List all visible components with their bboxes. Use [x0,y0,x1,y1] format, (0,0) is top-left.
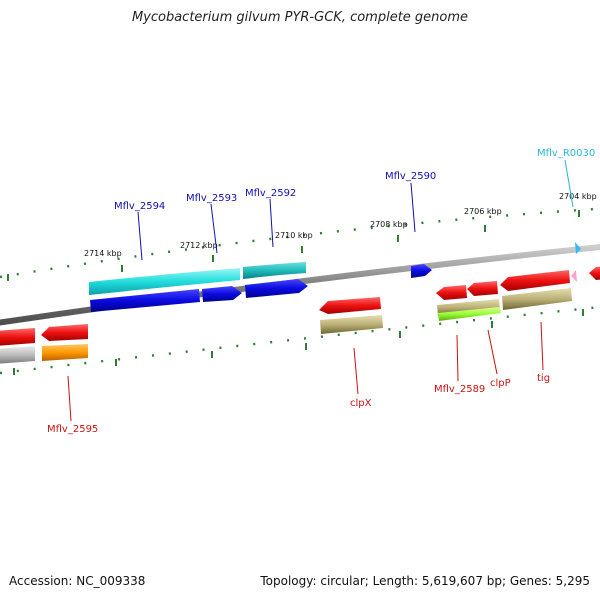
cog-arrow[interactable] [438,307,501,321]
gene-label[interactable]: Mflv_2590 [385,171,436,182]
cog-ring-forward [89,262,306,295]
cog-arrow[interactable] [243,262,306,279]
cog-arrow[interactable] [42,344,88,361]
gene-label[interactable]: clpX [350,398,372,409]
cog-ring-reverse [0,288,572,364]
forward-cds-ring [90,264,432,312]
cog-arrow[interactable] [502,288,572,310]
tick-label: 2710 kbp [275,231,313,240]
rna-Mflv_R0030[interactable] [575,242,581,254]
tick-label: 2704 kbp [559,192,597,201]
tick-label: 2712 kbp [180,241,218,250]
cog-arrow[interactable] [0,346,35,364]
reverse-callouts [67,321,544,422]
gene-Mflv_2593[interactable] [202,286,242,302]
gene-Mflv_2595[interactable] [41,324,88,341]
gene-label[interactable]: Mflv_2589 [434,384,485,395]
reverse-gene-labels: Mflv_2595 clpX Mflv_2589 clpP tig [47,373,550,435]
gene-label[interactable]: Mflv_2593 [186,193,237,204]
gene-Mflv_2589[interactable] [436,285,467,300]
gene-label[interactable]: Mflv_2594 [114,201,165,212]
ruler-upper-track [0,207,600,279]
cog-arrow[interactable] [320,315,383,334]
ruler-labels: 2714 kbp 2712 kbp 2710 kbp 2708 kbp 2706… [84,192,597,258]
map-title: Mycobacterium gilvum PYR-GCK, complete g… [131,10,469,25]
accession-text: Accession: NC_009338 [9,574,146,588]
gene-label[interactable]: Mflv_2592 [245,188,296,199]
ruler-lower-track [0,305,600,375]
gene-label[interactable]: clpP [490,378,511,389]
genome-summary-text: Topology: circular; Length: 5,619,607 bp… [260,574,590,588]
gene-clpX[interactable] [319,297,381,314]
rna-pink-feature[interactable] [571,270,577,282]
gene-Mflv_2592[interactable] [245,279,308,298]
gene-tig[interactable] [500,270,570,291]
gene-label[interactable]: Mflv_2595 [47,424,98,435]
reverse-cds-ring [0,242,600,346]
rna-gene-label[interactable]: Mflv_R0030 [537,148,595,159]
gene-Mflv_2594[interactable] [90,289,200,312]
tick-label: 2714 kbp [84,249,122,258]
tick-label: 2708 kbp [370,220,408,229]
tick-label: 2706 kbp [464,207,502,216]
ruler-lower-ticks [13,309,584,375]
gene-clpP[interactable] [467,281,498,296]
gene-label[interactable]: tig [537,373,550,384]
ruler-major-ticks [7,210,580,281]
forward-gene-labels: Mflv_2594 Mflv_2593 Mflv_2592 Mflv_2590 [114,171,436,212]
gene-Mflv_2590[interactable] [411,264,432,278]
gene-arrow-right-edge[interactable] [589,266,600,280]
gene-arrow-left-edge[interactable] [0,328,35,346]
rna-callout [564,159,574,208]
forward-callouts [137,182,416,261]
cog-arrow[interactable] [89,268,240,295]
